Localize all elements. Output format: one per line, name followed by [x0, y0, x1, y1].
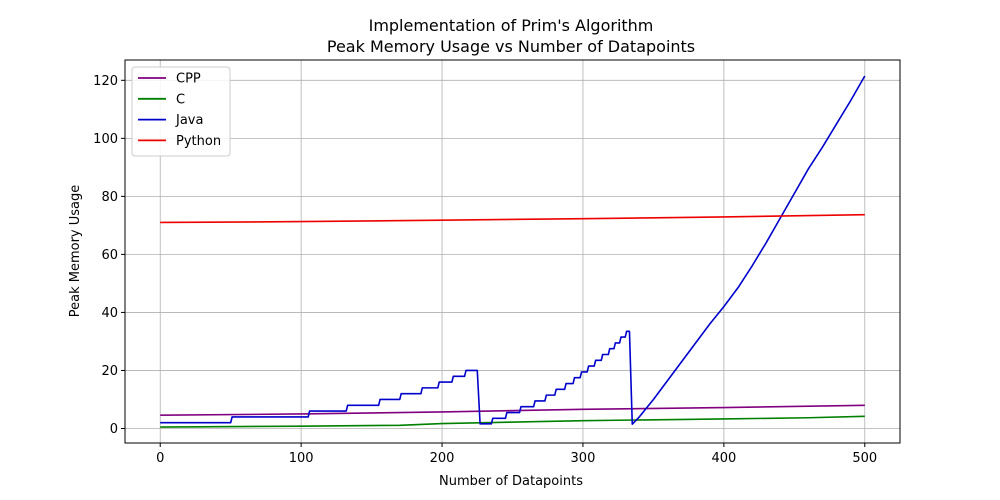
y-tick-label: 40 [101, 306, 118, 321]
grid [125, 60, 900, 443]
x-tick-label: 200 [430, 451, 455, 466]
y-axis-label: Peak Memory Usage [68, 185, 83, 318]
series-line-python [160, 213, 865, 224]
x-tick-label: 100 [289, 451, 314, 466]
x-tick-label: 0 [156, 451, 164, 466]
legend-label-cpp: CPP [176, 72, 201, 87]
y-tick-label: 120 [93, 74, 118, 89]
series-line-cpp [160, 404, 865, 416]
series-layer [160, 75, 866, 428]
legend-label-c: C [176, 92, 185, 107]
y-tick-label: 80 [101, 190, 118, 205]
y-tick-label: 60 [101, 248, 118, 263]
legend-label-python: Python [176, 134, 221, 149]
y-tick-label: 20 [101, 364, 118, 379]
legend-label-java: Java [175, 113, 203, 128]
x-tick-label: 500 [852, 451, 877, 466]
x-tick-label: 400 [711, 451, 736, 466]
legend-box [131, 66, 231, 157]
y-tick-label: 100 [93, 132, 118, 147]
series-line-c [160, 415, 865, 428]
series-line-java [160, 75, 866, 425]
x-tick-label: 300 [571, 451, 596, 466]
chart-title: Implementation of Prim's Algorithm [369, 16, 654, 35]
y-tick-label: 0 [110, 422, 118, 437]
plot-frame [124, 59, 901, 444]
x-axis-label: Number of Datapoints [439, 474, 583, 489]
legend: CPP C Java Python [131, 66, 231, 157]
chart-subtitle: Peak Memory Usage vs Number of Datapoint… [327, 37, 695, 56]
ticks: 0 100 200 300 400 500 0 20 40 60 80 100 120 [93, 74, 877, 466]
